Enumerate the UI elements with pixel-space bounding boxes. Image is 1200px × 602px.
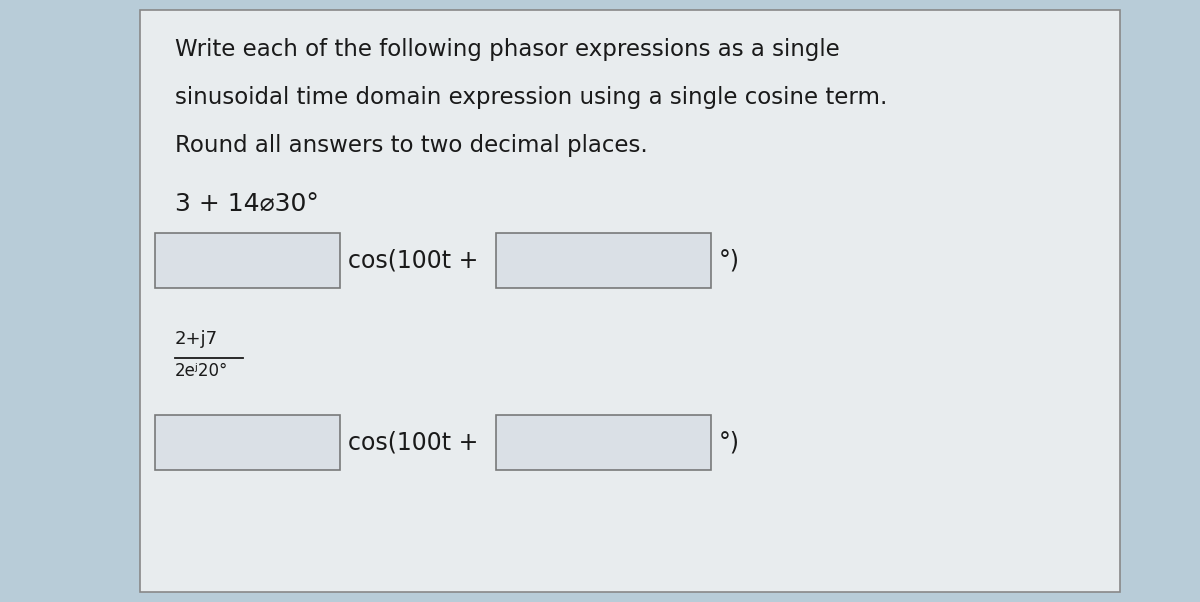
FancyBboxPatch shape	[140, 10, 1120, 592]
Text: °): °)	[719, 249, 740, 273]
Text: 2+j7: 2+j7	[175, 330, 218, 348]
Text: 3 + 14⌀30°: 3 + 14⌀30°	[175, 192, 319, 216]
Text: °): °)	[719, 430, 740, 455]
Text: cos(100t +: cos(100t +	[348, 430, 479, 455]
FancyBboxPatch shape	[496, 233, 710, 288]
FancyBboxPatch shape	[496, 415, 710, 470]
Text: Write each of the following phasor expressions as a single: Write each of the following phasor expre…	[175, 38, 840, 61]
Text: sinusoidal time domain expression using a single cosine term.: sinusoidal time domain expression using …	[175, 86, 887, 109]
FancyBboxPatch shape	[155, 415, 340, 470]
Text: Round all answers to two decimal places.: Round all answers to two decimal places.	[175, 134, 648, 157]
Text: cos(100t +: cos(100t +	[348, 249, 479, 273]
FancyBboxPatch shape	[155, 233, 340, 288]
Text: 2eʲ20°: 2eʲ20°	[175, 362, 228, 380]
